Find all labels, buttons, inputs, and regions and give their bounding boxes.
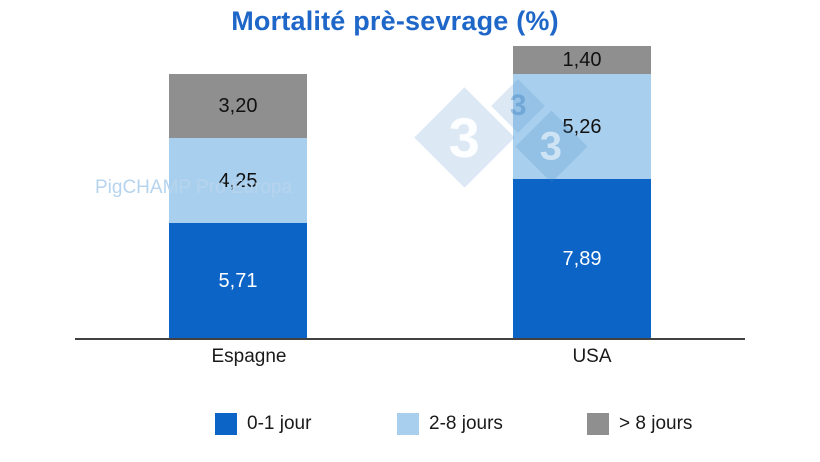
bar-segment-2-8-jours: 4,25 xyxy=(169,137,307,224)
legend-item-gt-8-jours: > 8 jours xyxy=(587,413,692,435)
value-label: 3,20 xyxy=(218,94,258,117)
value-label: 1,40 xyxy=(562,48,602,71)
legend-item-2-8-jours: 2-8 jours xyxy=(397,413,503,435)
legend-swatch-dark-blue xyxy=(215,413,237,435)
legend-label: > 8 jours xyxy=(619,413,693,434)
value-label: 5,71 xyxy=(218,269,258,292)
bar-segment-2-8-jours: 5,26 xyxy=(513,73,651,180)
chart-title: Mortalité prè-sevrage (%) xyxy=(231,6,559,36)
bar-segment--8-jours: 1,40 xyxy=(513,45,651,74)
bar-segment-0-1-jour: 5,71 xyxy=(169,223,307,338)
bar-segment--8-jours: 3,20 xyxy=(169,73,307,138)
logo-3-glyph: 3 xyxy=(448,105,481,169)
bar-espagne: 5,71 4,25 3,20 xyxy=(169,73,307,338)
logo-3-glyph: 3 xyxy=(509,89,527,122)
value-label: 7,89 xyxy=(562,247,602,270)
category-label-espagne: Espagne xyxy=(211,346,287,367)
bar-usa: 7,89 5,26 1,40 xyxy=(513,45,651,338)
pigchamp-watermark: PigCHAMP Pro Europa xyxy=(95,177,293,198)
value-label: 5,26 xyxy=(562,115,602,138)
logo-3-glyph: 3 xyxy=(540,124,563,169)
value-label: 4,25 xyxy=(218,169,258,192)
legend-item-0-1-jour: 0-1 jour xyxy=(215,413,311,435)
legend-label: 0-1 jour xyxy=(247,413,312,434)
legend-swatch-light-blue xyxy=(397,413,419,435)
category-label-usa: USA xyxy=(572,346,612,367)
x-axis-line xyxy=(75,338,745,340)
legend-swatch-gray xyxy=(587,413,609,435)
legend-label: 2-8 jours xyxy=(429,413,503,434)
bar-segment-0-1-jour: 7,89 xyxy=(513,179,651,338)
